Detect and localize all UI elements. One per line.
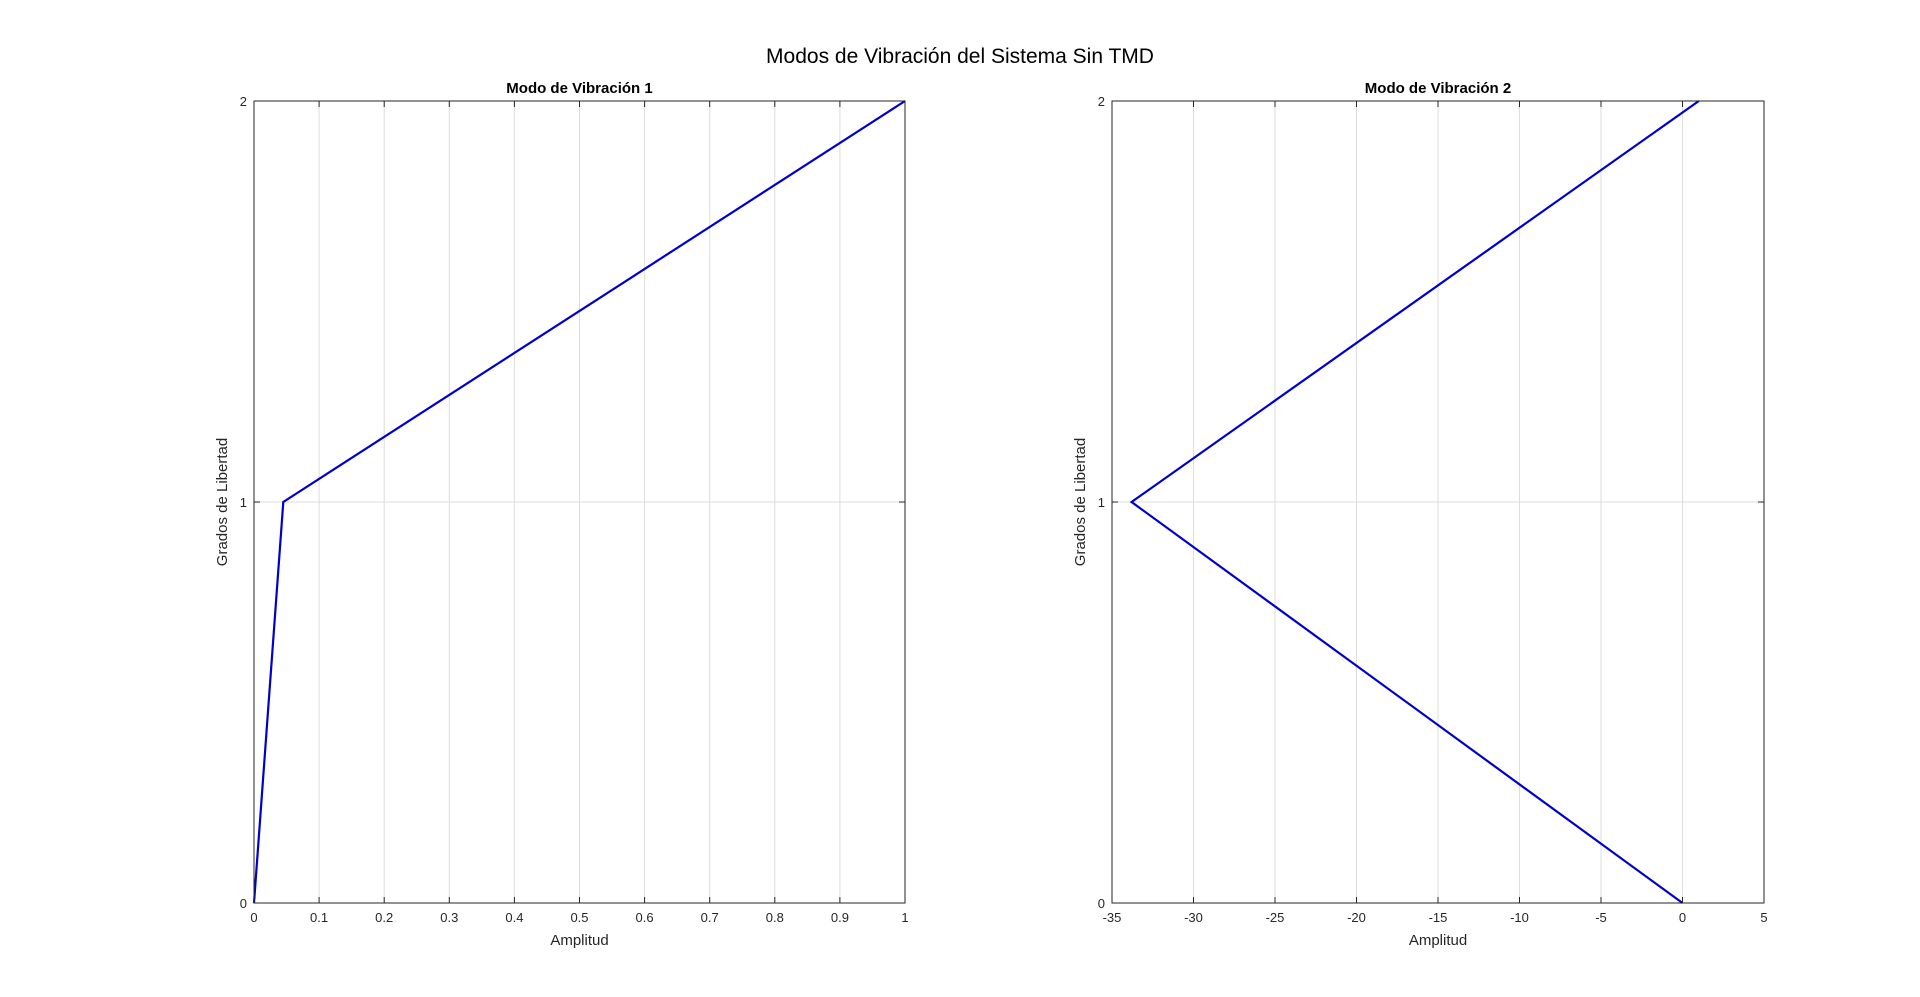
x-tick-label: 0 — [1679, 910, 1686, 925]
subplot-title: Modo de Vibración 1 — [506, 80, 652, 97]
x-tick-label: 1 — [901, 910, 908, 925]
x-tick-label: 0.3 — [440, 910, 458, 925]
x-tick-label: 0 — [250, 910, 257, 925]
y-tick-label: 0 — [1098, 896, 1105, 911]
x-tick-label: -5 — [1595, 910, 1607, 925]
x-tick-label: -20 — [1347, 910, 1366, 925]
y-axis-label: Grados de Libertad — [1072, 438, 1089, 566]
x-tick-label: 0.9 — [831, 910, 849, 925]
x-tick-label: 0.2 — [375, 910, 393, 925]
series-line-1 — [1129, 100, 1700, 904]
x-tick-label: -15 — [1429, 910, 1448, 925]
y-tick-label: 2 — [1098, 94, 1105, 109]
figure-title: Modos de Vibración del Sistema Sin TMD — [766, 45, 1154, 68]
x-axis-label: Amplitud — [1409, 932, 1467, 949]
x-tick-label: -30 — [1184, 910, 1203, 925]
y-tick-label: 1 — [1098, 495, 1105, 510]
y-axis-label: Grados de Libertad — [214, 438, 231, 566]
x-tick-label: 0.4 — [505, 910, 523, 925]
y-tick-label: 2 — [240, 94, 247, 109]
x-tick-label: -10 — [1510, 910, 1529, 925]
x-tick-label: -35 — [1103, 910, 1122, 925]
x-axis-label: Amplitud — [550, 932, 608, 949]
x-tick-label: 0.5 — [570, 910, 588, 925]
subplot-1: 0 0.1 0.2 0.3 0.4 0.5 0.6 0.7 0.8 0.9 1 0 1 2 Modo de … — [214, 80, 909, 949]
series-line-1 — [252, 100, 906, 904]
x-tick-label: 0.7 — [701, 910, 719, 925]
subplot-title: Modo de Vibración 2 — [1365, 80, 1511, 97]
y-tick-label: 0 — [240, 896, 247, 911]
x-tick-label: 0.8 — [766, 910, 784, 925]
x-tick-label: -25 — [1266, 910, 1285, 925]
x-tick-label: 0.1 — [310, 910, 328, 925]
y-tick-label: 1 — [240, 495, 247, 510]
x-tick-label: 0.6 — [636, 910, 654, 925]
subplot-2: -35 -30 -25 -20 -15 -10 -5 0 5 0 1 2 Modo de Vibraci… — [1072, 80, 1768, 949]
x-tick-label: 5 — [1760, 910, 1767, 925]
